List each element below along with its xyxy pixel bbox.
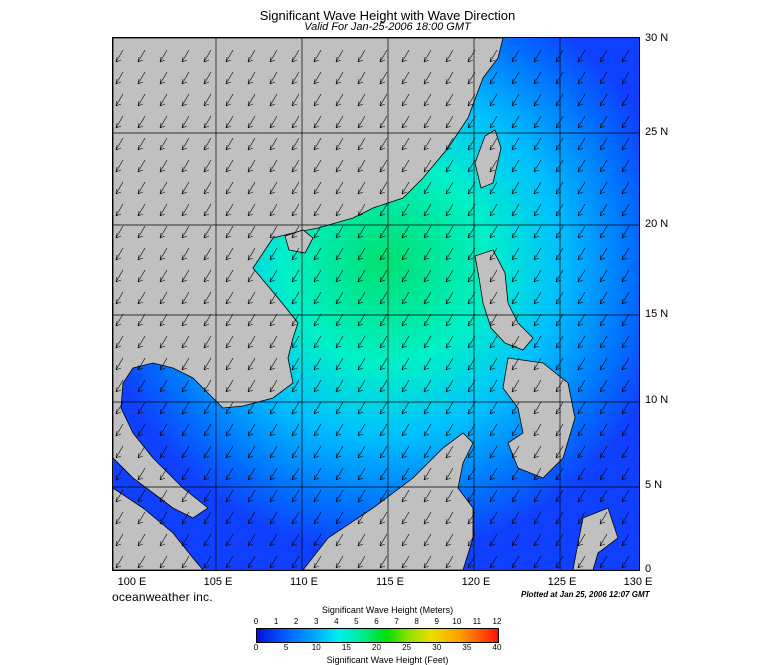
wave-direction-arrows: [115, 49, 630, 569]
feet-tick-20: 20: [372, 643, 381, 652]
land-taiwan: [474, 129, 502, 189]
meter-tick-6: 6: [374, 617, 379, 626]
feet-tick-10: 10: [311, 643, 321, 652]
lat-label-5: 5 N: [645, 479, 663, 491]
feet-tick-15: 15: [341, 643, 351, 652]
feet-tick-40: 40: [492, 643, 502, 652]
meter-tick-2: 2: [293, 617, 299, 626]
lat-lon-grid: [113, 38, 639, 570]
lon-label-100: 100 E: [117, 576, 147, 588]
feet-tick-30: 30: [432, 643, 442, 652]
lon-label-130: 130 E: [623, 576, 653, 588]
lon-label-120: 120 E: [461, 576, 491, 588]
meter-tick-5: 5: [354, 617, 359, 626]
land-sumatra: [113, 487, 204, 570]
meter-tick-10: 10: [452, 617, 462, 626]
colorbar: [256, 628, 499, 643]
colorbar-title-meters: Significant Wave Height (Meters): [321, 605, 454, 615]
feet-tick-35: 35: [462, 643, 472, 652]
chart-title: Significant Wave Height with Wave Direct…: [259, 8, 516, 23]
lat-label-25: 25 N: [645, 126, 669, 138]
meter-tick-11: 11: [472, 617, 482, 626]
feet-tick-0: 0: [253, 643, 259, 652]
land-asia-mainland: [113, 38, 504, 519]
meter-tick-8: 8: [414, 617, 419, 626]
meter-tick-4: 4: [334, 617, 339, 626]
lat-label-0: 0: [645, 563, 652, 575]
land-luzon: [474, 249, 534, 351]
wave-map: [112, 37, 640, 571]
meter-tick-7: 7: [394, 617, 399, 626]
land-hainan: [284, 229, 314, 254]
feet-tick-5: 5: [283, 643, 289, 652]
meter-tick-1: 1: [273, 617, 279, 626]
lat-label-15: 15 N: [645, 308, 669, 320]
colorbar-title-feet: Significant Wave Height (Feet): [326, 655, 449, 665]
lon-label-125: 125 E: [547, 576, 577, 588]
meter-tick-12: 12: [492, 617, 502, 626]
chart-subtitle: Valid For Jan-25-2006 18:00 GMT: [304, 21, 471, 33]
lat-label-20: 20 N: [645, 218, 669, 230]
lat-label-10: 10 N: [645, 394, 669, 406]
land-sulawesi: [572, 507, 619, 570]
meter-tick-3: 3: [314, 617, 319, 626]
brand-logo-text: oceanweather inc.: [112, 590, 213, 604]
meter-tick-0: 0: [253, 617, 259, 626]
meter-tick-9: 9: [434, 617, 439, 626]
lon-label-105: 105 E: [203, 576, 233, 588]
lon-label-110: 110 E: [290, 576, 318, 588]
lon-label-115: 115 E: [376, 576, 404, 588]
lat-label-30: 30 N: [645, 32, 669, 44]
plotted-timestamp: Plotted at Jan 25, 2006 12:07 GMT: [521, 590, 650, 599]
feet-tick-25: 25: [402, 643, 412, 652]
